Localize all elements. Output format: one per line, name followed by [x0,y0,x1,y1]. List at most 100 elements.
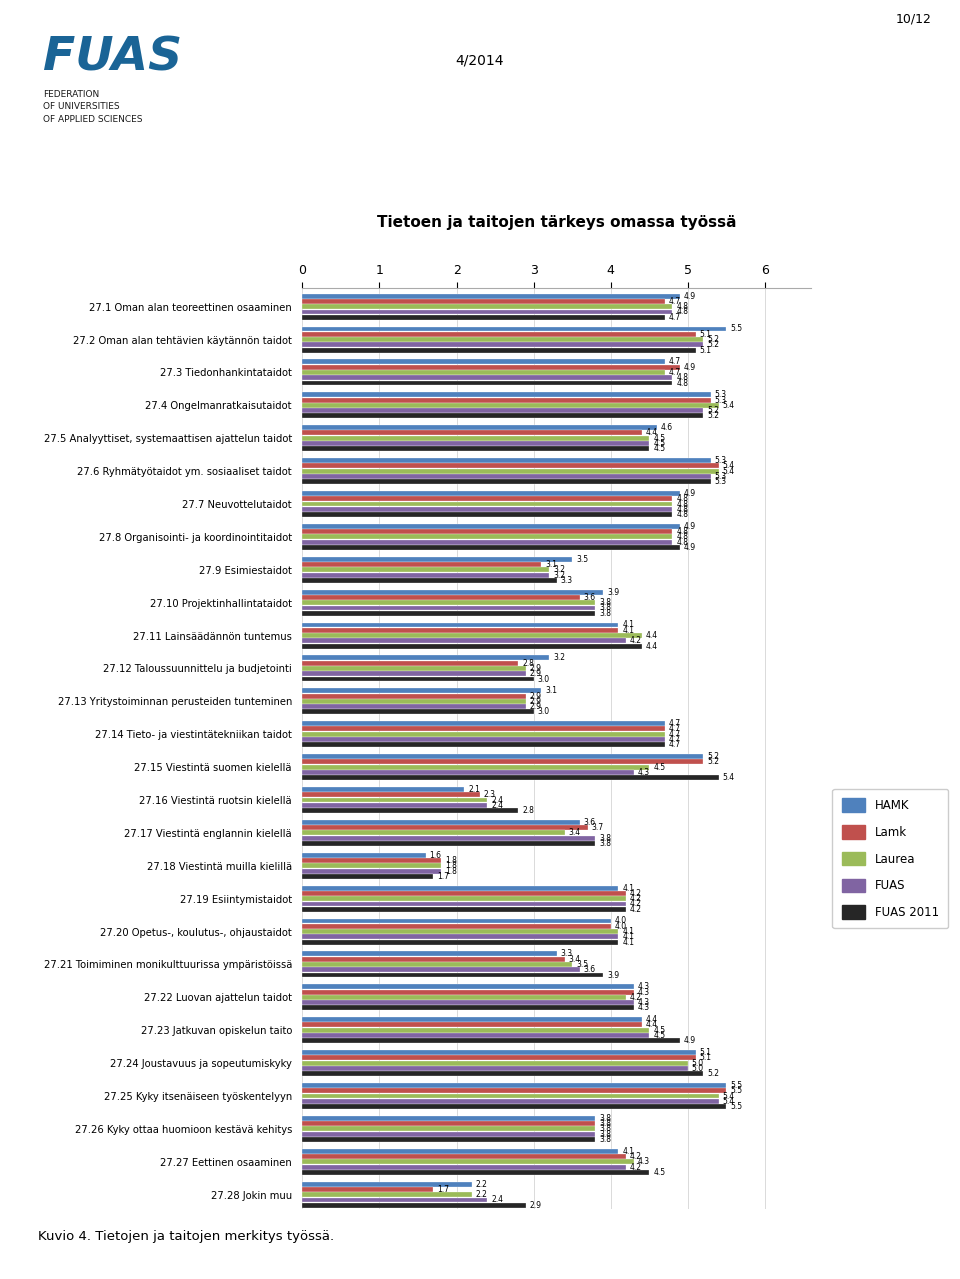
Text: 2.9: 2.9 [530,692,541,701]
Bar [302,1137,595,1142]
Text: 5.1: 5.1 [700,345,711,354]
Bar [302,820,580,825]
Text: 5.5: 5.5 [731,1081,742,1090]
Text: 5.3: 5.3 [715,477,727,486]
Text: 4.9: 4.9 [684,489,696,498]
Bar [302,842,595,845]
Text: 4.4: 4.4 [645,642,658,651]
Text: 4.8: 4.8 [676,510,688,519]
Text: 4.8: 4.8 [676,505,688,514]
Text: 4.3: 4.3 [637,1157,650,1166]
Text: 4.1: 4.1 [622,927,635,936]
Bar [302,1017,641,1022]
Text: 3.8: 3.8 [599,1129,612,1138]
Text: 3.9: 3.9 [607,971,619,980]
Bar [302,787,465,792]
Text: 3.1: 3.1 [545,687,557,696]
Bar [302,545,680,550]
Bar [302,365,680,370]
Bar [302,972,603,977]
Text: 1.8: 1.8 [445,861,457,870]
Bar [302,726,664,732]
Text: 3.8: 3.8 [599,609,612,618]
Text: 2.2: 2.2 [476,1191,488,1200]
Bar [302,359,664,365]
Bar [302,885,618,890]
Bar [302,732,664,737]
Text: 4.5: 4.5 [653,434,665,443]
Bar [302,1050,696,1055]
Text: 4.7: 4.7 [668,368,681,377]
Bar [302,540,672,545]
Bar [302,1088,727,1094]
Bar [302,556,572,561]
Bar [302,995,626,1000]
Text: 4.0: 4.0 [614,917,627,926]
Text: 5.4: 5.4 [723,1097,734,1106]
Text: 5.1: 5.1 [700,1054,711,1063]
Text: 3.5: 3.5 [576,555,588,564]
Text: 5.5: 5.5 [731,1086,742,1095]
Text: 5.3: 5.3 [715,395,727,404]
Bar [302,1122,595,1126]
Text: 4.9: 4.9 [684,544,696,553]
Text: 4.4: 4.4 [645,631,658,640]
Bar [302,343,704,348]
Text: 3.8: 3.8 [599,1124,612,1133]
Bar [302,808,518,813]
Text: FUAS: FUAS [43,36,182,81]
Bar [302,742,664,747]
Bar [302,1060,688,1065]
Text: 4.8: 4.8 [676,379,688,388]
Text: FEDERATION
OF UNIVERSITIES
OF APPLIED SCIENCES: FEDERATION OF UNIVERSITIES OF APPLIED SC… [43,90,143,124]
Bar [302,765,649,770]
Bar [302,967,580,972]
Bar [302,755,704,758]
Text: 2.9: 2.9 [530,669,541,678]
Bar [302,1022,641,1027]
Bar [302,985,634,989]
Bar [302,338,704,341]
Bar [302,853,425,858]
Text: 3.6: 3.6 [584,593,596,602]
Bar [302,1159,634,1164]
Text: 4.2: 4.2 [630,1163,642,1172]
Text: 4.9: 4.9 [684,363,696,372]
Text: 4.1: 4.1 [622,932,635,941]
Text: 3.6: 3.6 [584,817,596,826]
Bar [302,1065,688,1071]
Text: 4.1: 4.1 [622,625,635,634]
Text: 3.8: 3.8 [599,1114,612,1123]
Bar [302,326,727,331]
Text: 3.6: 3.6 [584,966,596,975]
Bar [302,835,595,840]
Text: 5.4: 5.4 [723,1091,734,1100]
Bar [302,935,618,939]
Bar [302,693,526,698]
Bar [302,1132,595,1137]
Bar [302,304,672,310]
Bar [302,381,672,385]
Bar [302,1104,727,1109]
Text: 5.1: 5.1 [700,1048,711,1056]
Bar [302,907,626,912]
Text: 1.7: 1.7 [438,1184,449,1193]
Text: 4.1: 4.1 [622,1147,635,1156]
Text: 5.2: 5.2 [708,412,719,421]
Bar [302,737,664,742]
Bar [302,923,611,929]
Text: 2.3: 2.3 [484,790,495,799]
Bar [302,775,719,780]
Text: 4.7: 4.7 [668,735,681,744]
Bar [302,825,588,830]
Text: 4.1: 4.1 [622,884,635,893]
Text: 4.7: 4.7 [668,719,681,728]
Text: 4.3: 4.3 [637,767,650,776]
Text: 4.8: 4.8 [676,537,688,546]
Bar [302,595,580,600]
Text: 4.4: 4.4 [645,1016,658,1024]
Text: 2.8: 2.8 [522,806,534,815]
Text: 4.8: 4.8 [676,500,688,509]
Bar [302,858,442,863]
Bar [302,952,557,957]
